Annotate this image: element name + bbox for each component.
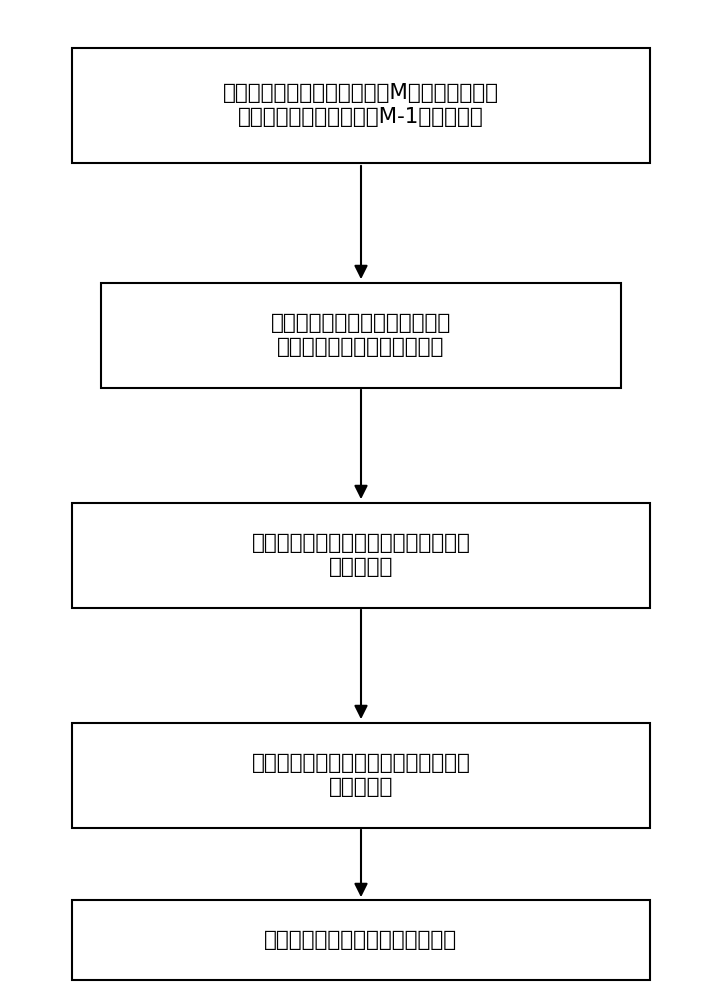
Text: 在离线情况下根据理想天线接收
信号幅度差和比建立鉴角曲线: 在离线情况下根据理想天线接收 信号幅度差和比建立鉴角曲线 xyxy=(271,313,451,357)
Text: 针对每一个测角区间选择最优的波束间
距及和波束: 针对每一个测角区间选择最优的波束间 距及和波束 xyxy=(251,533,471,577)
Text: 利用抛物面馈源天线同时形成M个波束，并将其
覆盖的俯仰角区域划分为M-1个测角区间: 利用抛物面馈源天线同时形成M个波束，并将其 覆盖的俯仰角区域划分为M-1个测角区… xyxy=(223,83,499,127)
FancyBboxPatch shape xyxy=(72,900,650,980)
FancyBboxPatch shape xyxy=(72,722,650,827)
Text: 利用离线确定的最优波束组合测角: 利用离线确定的最优波束组合测角 xyxy=(264,930,458,950)
FancyBboxPatch shape xyxy=(72,502,650,607)
Text: 根据真实目标回波强度确定目标所归属
的测角区间: 根据真实目标回波强度确定目标所归属 的测角区间 xyxy=(251,753,471,797)
FancyBboxPatch shape xyxy=(101,282,621,387)
FancyBboxPatch shape xyxy=(72,47,650,162)
